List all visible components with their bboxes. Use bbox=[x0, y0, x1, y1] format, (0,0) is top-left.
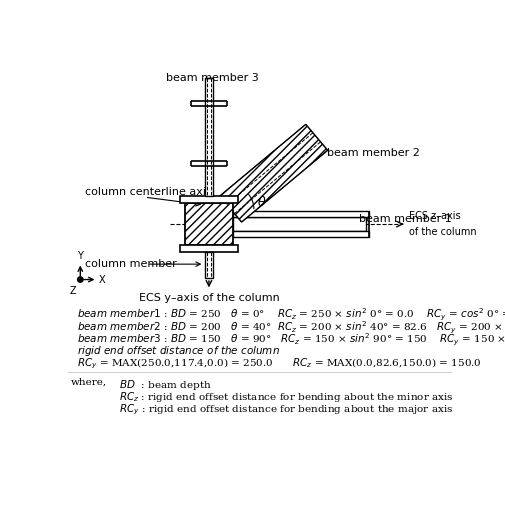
Polygon shape bbox=[219, 124, 327, 222]
Text: $\it{beam\ member1}$ : $\it{BD}$ = 250   $\it{\theta}$ = 0°    $\it{RC_z}$ = 250: $\it{beam\ member1}$ : $\it{BD}$ = 250 $… bbox=[77, 307, 505, 323]
Bar bbox=[232, 231, 369, 237]
Text: Y: Y bbox=[77, 251, 83, 261]
Bar bbox=[232, 211, 369, 217]
Text: $\it{BD}$  : beam depth: $\it{BD}$ : beam depth bbox=[119, 378, 211, 392]
Text: where,: where, bbox=[71, 378, 107, 387]
Text: X: X bbox=[98, 275, 106, 284]
Text: beam member 1: beam member 1 bbox=[359, 214, 451, 224]
Bar bbox=[232, 217, 365, 231]
Text: column member: column member bbox=[85, 259, 176, 269]
Text: $\it{beam\ member2}$ : $\it{BD}$ = 200   $\it{\theta}$ = 40°  $\it{RC_z}$ = 200 : $\it{beam\ member2}$ : $\it{BD}$ = 200 $… bbox=[77, 320, 505, 336]
Text: $\it{RC_y}$ : rigid end offset distance for bending about the major axis: $\it{RC_y}$ : rigid end offset distance … bbox=[119, 402, 452, 417]
Text: ECS y–axis of the column: ECS y–axis of the column bbox=[138, 293, 279, 303]
Text: $\it{rigid\ end\ offset\ distance\ of\ the\ column}$: $\it{rigid\ end\ offset\ distance\ of\ t… bbox=[77, 344, 280, 358]
Text: of the column: of the column bbox=[408, 227, 476, 237]
Circle shape bbox=[77, 277, 83, 282]
Bar bbox=[205, 78, 213, 196]
Text: beam member 2: beam member 2 bbox=[326, 148, 419, 158]
Text: $\it{RC_z}$ : rigid end offset distance for bending about the minor axis: $\it{RC_z}$ : rigid end offset distance … bbox=[119, 391, 452, 405]
Text: $\it{RC_y}$ = MAX(250.0,117.4,0.0) = 250.0      $\it{RC_z}$ = MAX(0.0,82.6,150.0: $\it{RC_y}$ = MAX(250.0,117.4,0.0) = 250… bbox=[77, 357, 481, 371]
Bar bbox=[184, 203, 232, 245]
Bar bbox=[180, 196, 237, 203]
Bar bbox=[205, 252, 213, 278]
Bar bbox=[180, 245, 237, 252]
Text: ECS z–axis: ECS z–axis bbox=[408, 211, 460, 221]
Text: column centerline axis: column centerline axis bbox=[85, 187, 211, 197]
Text: θ: θ bbox=[257, 197, 265, 210]
Text: Z: Z bbox=[70, 287, 76, 296]
Text: beam member 3: beam member 3 bbox=[166, 73, 259, 83]
Text: $\it{beam\ member3}$ : $\it{BD}$ = 150   $\it{\theta}$ = 90°   $\it{RC_z}$ = 150: $\it{beam\ member3}$ : $\it{BD}$ = 150 $… bbox=[77, 332, 505, 348]
